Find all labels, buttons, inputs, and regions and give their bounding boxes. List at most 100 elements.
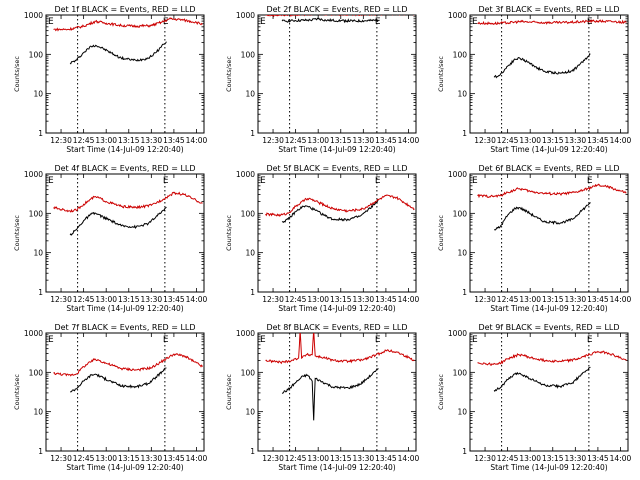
y-tick-label: 1000 xyxy=(448,170,467,179)
e-marker: E xyxy=(587,17,593,27)
series-line-lld xyxy=(265,15,415,18)
chart-panel-5: Det 5f BLACK = Events, RED = LLD 12:30 12:… xyxy=(225,164,420,313)
panel-title: Det 1f BLACK = Events, RED = LLD xyxy=(54,5,195,14)
y-axis-label: Counts/sec xyxy=(437,374,445,410)
y-tick-label: 10 xyxy=(33,90,43,99)
e-marker: E xyxy=(163,335,169,345)
y-tick-label: 1 xyxy=(250,129,255,138)
series-line-lld xyxy=(477,19,627,26)
e-marker: E xyxy=(587,335,593,345)
y-axis-label: Counts/sec xyxy=(225,215,233,251)
y-tick-label: 100 xyxy=(453,368,468,377)
x-tick-label: 14:00 xyxy=(610,295,632,304)
x-tick-label: 12:45 xyxy=(73,295,95,304)
y-tick-label: 1 xyxy=(462,129,467,138)
series-line-events xyxy=(70,367,167,393)
panel-title: Det 8f BLACK = Events, RED = LLD xyxy=(266,323,407,332)
x-tick-label: 13:30 xyxy=(353,295,375,304)
e-marker: E xyxy=(48,335,54,345)
y-axis-label: Counts/sec xyxy=(13,374,21,410)
x-axis-label: Start Time (14-Jul-09 12:20:40) xyxy=(66,145,183,154)
y-tick-label: 1 xyxy=(462,447,467,456)
x-axis-label: Start Time (14-Jul-09 12:20:40) xyxy=(66,463,183,472)
panel-title: Det 2f BLACK = Events, RED = LLD xyxy=(266,5,407,14)
y-axis-label: Counts/sec xyxy=(437,56,445,92)
x-tick-label: 12:30 xyxy=(474,136,496,145)
plot-frame xyxy=(45,332,205,452)
x-tick-label: 13:00 xyxy=(95,454,117,463)
y-tick-label: 1 xyxy=(250,288,255,297)
x-tick-label: 13:15 xyxy=(330,295,352,304)
y-tick-label: 10 xyxy=(457,90,467,99)
panel-title: Det 4f BLACK = Events, RED = LLD xyxy=(54,164,195,173)
series-line-lld xyxy=(53,191,203,213)
x-tick-label: 13:30 xyxy=(141,295,163,304)
e-marker: E xyxy=(48,17,54,27)
x-tick-label: 13:45 xyxy=(375,136,397,145)
x-tick-label: 12:30 xyxy=(474,295,496,304)
x-tick-label: 13:45 xyxy=(375,295,397,304)
e-marker: E xyxy=(472,176,478,186)
y-tick-label: 1 xyxy=(250,447,255,456)
x-tick-label: 12:30 xyxy=(262,454,284,463)
x-tick-label: 12:30 xyxy=(50,136,72,145)
x-tick-label: 14:00 xyxy=(398,295,420,304)
y-tick-label: 10 xyxy=(245,408,255,417)
y-tick-label: 1 xyxy=(38,129,43,138)
series-line-events xyxy=(69,206,167,236)
plot-frame xyxy=(45,14,205,134)
panel-title: Det 6f BLACK = Events, RED = LLD xyxy=(478,164,619,173)
x-tick-label: 13:00 xyxy=(95,136,117,145)
y-tick-label: 10 xyxy=(33,249,43,258)
panel-title: Det 5f BLACK = Events, RED = LLD xyxy=(266,164,407,173)
series-line-events xyxy=(493,53,591,79)
x-tick-label: 14:00 xyxy=(610,136,632,145)
chart-panel-3: Det 3f BLACK = Events, RED = LLD 12:30 12:… xyxy=(437,5,632,154)
x-axis-label: Start Time (14-Jul-09 12:20:40) xyxy=(66,304,183,313)
x-tick-label: 12:30 xyxy=(50,454,72,463)
y-tick-label: 1000 xyxy=(236,11,255,20)
x-axis-label: Start Time (14-Jul-09 12:20:40) xyxy=(278,463,395,472)
x-tick-label: 12:45 xyxy=(285,136,307,145)
x-tick-label: 12:30 xyxy=(262,136,284,145)
panel-title: Det 9f BLACK = Events, RED = LLD xyxy=(478,323,619,332)
y-tick-label: 100 xyxy=(453,209,468,218)
y-tick-label: 10 xyxy=(33,408,43,417)
y-tick-label: 1000 xyxy=(448,329,467,338)
plot-frame xyxy=(469,173,629,293)
y-tick-label: 10 xyxy=(457,408,467,417)
y-tick-label: 10 xyxy=(245,90,255,99)
x-tick-label: 13:45 xyxy=(163,295,185,304)
x-tick-label: 13:45 xyxy=(587,136,609,145)
x-tick-label: 13:30 xyxy=(353,136,375,145)
e-marker: E xyxy=(375,335,381,345)
y-axis-label: Counts/sec xyxy=(13,56,21,92)
x-tick-label: 13:30 xyxy=(353,454,375,463)
x-axis-label: Start Time (14-Jul-09 12:20:40) xyxy=(490,145,607,154)
x-axis-label: Start Time (14-Jul-09 12:20:40) xyxy=(490,463,607,472)
x-tick-label: 14:00 xyxy=(186,295,208,304)
y-tick-label: 100 xyxy=(241,368,256,377)
x-tick-label: 12:45 xyxy=(285,454,307,463)
x-tick-label: 12:45 xyxy=(497,295,519,304)
e-marker: E xyxy=(48,176,54,186)
y-tick-label: 100 xyxy=(241,50,256,59)
series-line-events xyxy=(281,17,379,24)
plot-frame xyxy=(469,14,629,134)
y-tick-label: 1000 xyxy=(236,329,255,338)
x-tick-label: 13:15 xyxy=(118,136,140,145)
series-line-lld xyxy=(477,183,627,199)
x-tick-label: 12:45 xyxy=(497,454,519,463)
e-marker: E xyxy=(587,176,593,186)
y-axis-label: Counts/sec xyxy=(13,215,21,251)
chart-panel-1: Det 1f BLACK = Events, RED = LLD 12:30 12:… xyxy=(13,5,208,154)
series-line-lld xyxy=(477,350,627,367)
y-tick-label: 100 xyxy=(29,209,44,218)
y-tick-label: 100 xyxy=(453,50,468,59)
e-marker: E xyxy=(472,335,478,345)
e-marker: E xyxy=(163,176,169,186)
x-tick-label: 13:15 xyxy=(118,454,140,463)
series-line-events xyxy=(281,199,379,224)
x-tick-label: 13:15 xyxy=(542,295,564,304)
